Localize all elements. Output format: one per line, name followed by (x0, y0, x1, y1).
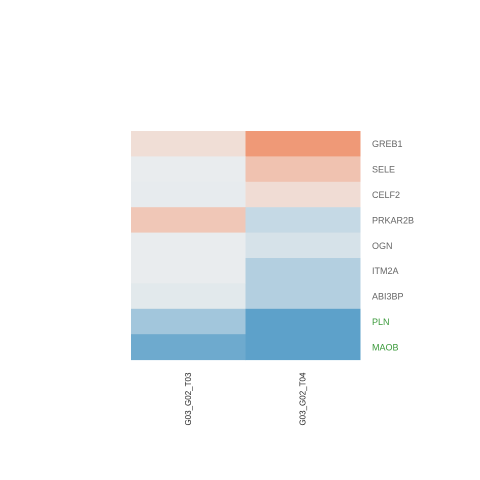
row-label-pln: PLN (372, 317, 390, 327)
heatmap-cell-ogn-1 (131, 232, 246, 259)
heatmap-cell-prkar2b-1 (131, 207, 246, 234)
heatmap-cell-abi3bp-1 (131, 283, 246, 310)
row-label-maob: MAOB (372, 342, 399, 352)
column-label-1: G03_G02_T03 (184, 372, 193, 425)
row-labels: GREB1 SELE CELF2 PRKAR2B OGN ITM2A ABI3BP PLN MA… (372, 139, 414, 352)
heatmap-cell-maob-2 (245, 334, 361, 361)
heatmap-cell-celf2-1 (131, 181, 246, 208)
heatmap-cell-prkar2b-2 (245, 207, 361, 234)
heatmap-cell-pln-2 (245, 308, 361, 335)
heatmap-cell-abi3bp-2 (245, 283, 361, 310)
row-label-itm2a: ITM2A (372, 266, 399, 276)
row-label-celf2: CELF2 (372, 190, 400, 200)
column-labels: G03_G02_T03 G03_G02_T04 (184, 372, 308, 425)
heatmap-cell-greb1-2 (245, 131, 361, 157)
row-label-prkar2b: PRKAR2B (372, 215, 414, 225)
heatmap-cell-sele-2 (245, 156, 361, 183)
row-label-sele: SELE (372, 165, 395, 175)
heatmap-cells (131, 131, 361, 361)
row-label-ogn: OGN (372, 241, 393, 251)
heatmap-cell-celf2-2 (245, 181, 361, 208)
row-label-greb1: GREB1 (372, 139, 403, 149)
heatmap-cell-greb1-1 (131, 131, 246, 157)
heatmap-cell-ogn-2 (245, 232, 361, 259)
row-label-abi3bp: ABI3BP (372, 292, 404, 302)
heatmap-cell-itm2a-2 (245, 258, 361, 284)
heatmap-cell-itm2a-1 (131, 258, 246, 284)
heatmap-cell-sele-1 (131, 156, 246, 183)
column-label-2: G03_G02_T04 (299, 372, 308, 425)
heatmap-cell-pln-1 (131, 308, 246, 335)
heatmap-cell-maob-1 (131, 334, 246, 361)
